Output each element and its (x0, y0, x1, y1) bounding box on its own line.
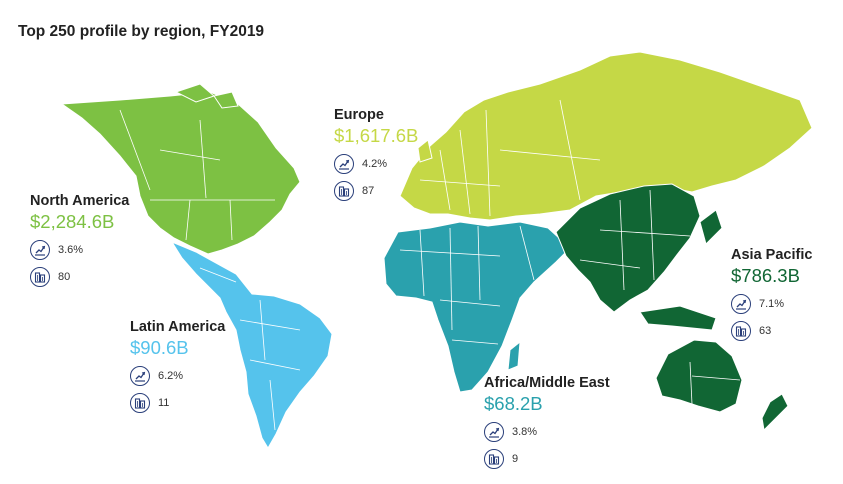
region-label-africa-middle-east: Africa/Middle East $68.2B 3.8% 9 (484, 375, 610, 469)
growth-chart-icon (130, 366, 150, 386)
region-revenue: $1,617.6B (334, 125, 419, 146)
region-revenue: $90.6B (130, 337, 189, 358)
buildings-icon (731, 321, 751, 341)
company-count: 80 (58, 271, 71, 283)
growth-value: 4.2% (362, 158, 388, 170)
company-count: 9 (512, 453, 519, 465)
growth-chart-icon (731, 294, 751, 314)
buildings-icon (130, 393, 150, 413)
region-name: Africa/Middle East (484, 375, 610, 391)
companies-stat: 11 (130, 393, 225, 413)
region-label-europe: Europe $1,617.6B 4.2% 87 (334, 107, 418, 201)
chart-title: Top 250 profile by region, FY2019 (18, 23, 265, 40)
buildings-icon (484, 449, 504, 469)
growth-chart-icon (30, 240, 50, 260)
region-name: Latin America (130, 319, 226, 335)
australia-shape (655, 339, 743, 413)
region-label-latin-america: Latin America $90.6B 6.2% 11 (130, 319, 225, 413)
growth-value: 3.6% (58, 244, 84, 256)
growth-chart-icon (334, 154, 354, 174)
companies-stat: 80 (30, 267, 129, 287)
region-label-north-america: North America $2,284.6B 3.6% 80 (30, 193, 129, 287)
region-name: Asia Pacific (731, 247, 813, 263)
company-count: 11 (158, 397, 170, 409)
growth-value: 6.2% (158, 370, 184, 382)
region-latin-america[interactable] (170, 240, 333, 449)
growth-value: 3.8% (512, 426, 538, 438)
growth-chart-icon (484, 422, 504, 442)
growth-stat: 4.2% (334, 154, 418, 174)
company-count: 63 (759, 325, 772, 337)
region-revenue: $68.2B (484, 393, 543, 414)
growth-stat: 6.2% (130, 366, 225, 386)
region-name: North America (30, 193, 130, 209)
region-asia-pacific[interactable] (555, 183, 701, 313)
region-north-america[interactable] (60, 91, 301, 255)
region-name: Europe (334, 107, 384, 123)
region-revenue: $2,284.6B (30, 211, 115, 232)
region-africa-middle-east[interactable] (383, 221, 571, 393)
region-europe[interactable] (399, 51, 813, 221)
buildings-icon (334, 181, 354, 201)
growth-stat: 3.6% (30, 240, 129, 260)
region-label-asia-pacific: Asia Pacific $786.3B 7.1% 63 (731, 247, 812, 341)
buildings-icon (30, 267, 50, 287)
growth-value: 7.1% (759, 298, 785, 310)
region-revenue: $786.3B (731, 265, 800, 286)
growth-stat: 7.1% (731, 294, 812, 314)
companies-stat: 9 (484, 449, 610, 469)
companies-stat: 63 (731, 321, 812, 341)
growth-stat: 3.8% (484, 422, 610, 442)
companies-stat: 87 (334, 181, 418, 201)
company-count: 87 (362, 185, 375, 197)
